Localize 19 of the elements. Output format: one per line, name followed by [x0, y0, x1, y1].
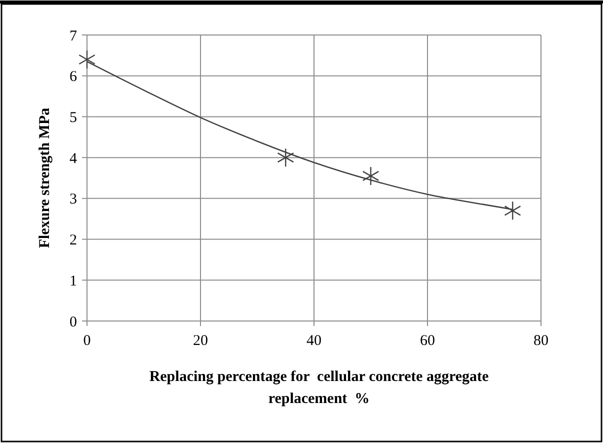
point: [504, 201, 522, 220]
x-tick-label: 80: [534, 333, 548, 349]
y-tick-label: 2: [70, 232, 77, 249]
x-tick-label: 20: [193, 333, 208, 349]
point: [277, 148, 294, 168]
x-tick-label: 0: [83, 333, 91, 349]
y-tick-label: 1: [70, 273, 77, 290]
y-tick-label: 0: [70, 314, 77, 330]
x-tick-label: 60: [420, 333, 435, 349]
y-tick-label: 6: [70, 69, 78, 86]
y-tick-label: 5: [70, 110, 77, 126]
point: [362, 166, 380, 186]
y-tick-label: 3: [70, 192, 77, 208]
x-axis-title: Replacing percentage for cellular concrete aggregate replacement %: [149, 369, 490, 407]
x-tick-label: 40: [306, 333, 322, 349]
point: [78, 50, 96, 70]
y-axis-title: Flexure strength MPa: [37, 107, 53, 248]
y-tick-label: 7: [70, 28, 78, 44]
y-tick-label: 4: [70, 150, 78, 167]
